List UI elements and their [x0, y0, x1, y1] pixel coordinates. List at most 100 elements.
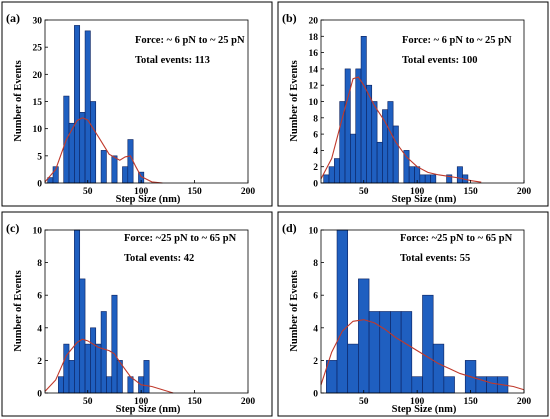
panel-a: 0 5 10 15 20 25 30 50 100 150 200 (a) Force: ~ 6 p… — [1, 1, 273, 207]
panel-a-bar-4 — [74, 25, 81, 184]
panel-b-bar-17 — [419, 174, 426, 184]
panel-c-fit-curve — [44, 338, 174, 394]
panel-d-bar-11 — [443, 376, 455, 394]
panel-c: 0 2 4 6 8 10 50 100 150 200 (c) Force: ~25 pN to … — [1, 211, 273, 417]
panel-a-force-annotation: Force: ~ 6 pN to ~ 25 pN — [135, 35, 245, 46]
panel-d-y-tick-label: 2 — [313, 357, 318, 367]
panel-d-x-tick-label: 150 — [463, 397, 478, 407]
panel-d-bar-2 — [347, 343, 359, 394]
panel-c-bar-10 — [111, 294, 118, 394]
panel-c-y-tick-label: 10 — [33, 227, 43, 237]
panel-d-y-axis-title: Number of Events — [289, 270, 300, 351]
panel-b-y-tick-label: 14 — [309, 65, 319, 75]
panel-a-bar-8 — [100, 150, 107, 184]
panel-b-bar-13 — [392, 125, 399, 184]
panel-c-bar-12 — [127, 376, 134, 394]
panel-b-force-annotation: Force: ~ 6 pN to ~ 25 pN — [402, 35, 512, 46]
panel-b-bar-7 — [360, 35, 367, 184]
panel-d-bar-3 — [358, 278, 370, 394]
panel-c-y-tick-label: 4 — [37, 324, 42, 334]
panel-c-y-tick-label: 0 — [37, 390, 42, 400]
panel-d-bar-4 — [368, 311, 381, 394]
panel-d-y-tick-label: 4 — [313, 324, 318, 334]
panel-b-x-tick-label: 50 — [359, 187, 369, 197]
panel-a-x-tick-label: 150 — [187, 187, 202, 197]
panel-d-plot: 0 2 4 6 8 10 50 100 150 200 — [309, 227, 532, 408]
panel-b-y-tick-label: 8 — [313, 114, 318, 124]
panel-b-bar-9 — [371, 101, 378, 184]
panel-d-force-annotation: Force: ~25 pN to ~ 65 pN — [400, 233, 513, 244]
panel-a-x-tick-label: 50 — [83, 187, 93, 197]
panel-b-fit-curve — [320, 76, 482, 183]
panel-a-fit-curve — [44, 117, 163, 184]
panel-c-force-annotation: Force: ~25 pN to ~ 65 pN — [124, 233, 237, 244]
panel-b-bar-6 — [355, 68, 362, 184]
panel-b-bar-18 — [424, 174, 431, 184]
panel-c-bar-3 — [74, 229, 81, 394]
panel-b-bar-11 — [382, 109, 389, 184]
panel-d-bar-7 — [400, 311, 413, 394]
panel-b-x-axis-title: Step Size (nm) — [392, 194, 457, 205]
panel-a-y-tick-label: 15 — [33, 98, 43, 108]
panel-b-bar-5 — [350, 133, 357, 184]
panel-a-bar-6 — [84, 30, 91, 184]
panel-d-y-tick-label: 8 — [313, 259, 318, 269]
panel-c-y-tick-label: 2 — [37, 357, 42, 367]
panel-c-bar-4 — [79, 278, 86, 394]
panel-a-bar-5 — [79, 112, 86, 184]
panel-b-label: (b) — [282, 11, 297, 25]
panel-b-bar-19 — [430, 174, 437, 184]
panel-d-x-axis-title: Step Size (nm) — [392, 404, 457, 415]
panel-a-x-axis-title: Step Size (nm) — [116, 194, 181, 205]
panel-a-x-tick-label: 200 — [241, 187, 256, 197]
panel-c-x-tick-label: 150 — [187, 397, 202, 407]
panel-b-bar-10 — [376, 141, 383, 184]
panel-a-y-tick-label: 20 — [33, 71, 43, 81]
panel-a-x-tick-label: 100 — [134, 187, 149, 197]
panel-d-bar-5 — [379, 311, 391, 394]
panel-c-border — [1, 211, 273, 417]
panel-a-border — [1, 1, 273, 207]
panel-d-x-tick-label: 100 — [410, 397, 425, 407]
panel-b-x-tick-label: 150 — [463, 187, 478, 197]
panel-c-bar-1 — [63, 343, 70, 394]
panel-d-y-tick-label: 10 — [309, 227, 319, 237]
panel-b-y-tick-label: 0 — [313, 180, 318, 190]
panel-d-bar-10 — [432, 343, 445, 394]
panel-d-y-tick-label: 0 — [313, 390, 318, 400]
panel-a-bar-7 — [90, 101, 97, 184]
panel-b-y-tick-label: 2 — [313, 163, 318, 173]
panel-d: 0 2 4 6 8 10 50 100 150 200 (d) Force: ~25 pN to … — [277, 211, 549, 417]
panel-b-bar-4 — [344, 68, 351, 184]
panel-c-bar-9 — [106, 376, 113, 394]
panel-d-x-tick-label: 50 — [359, 397, 369, 407]
panel-b-bar-1 — [328, 166, 335, 184]
panel-c-y-tick-label: 8 — [37, 259, 42, 269]
panel-b-x-tick-label: 100 — [410, 187, 425, 197]
panel-c-bar-14 — [143, 360, 150, 394]
panel-c-axes-box — [44, 229, 249, 394]
panel-a-y-tick-label: 30 — [33, 17, 43, 27]
panel-c-bar-0 — [58, 376, 65, 394]
panel-d-y-tick-label: 6 — [313, 292, 318, 302]
panel-a-y-tick-label: 5 — [37, 152, 42, 162]
panel-a-y-tick-label: 10 — [33, 125, 43, 135]
panel-b: 0 2 4 6 8 10 12 14 16 18 20 50 100 150 200 (b) Force: … — [277, 1, 549, 207]
panel-b-y-tick-label: 20 — [309, 17, 319, 27]
panel-a-bar-9 — [111, 155, 118, 184]
panel-a-y-tick-label: 25 — [33, 44, 43, 54]
panel-c-bar-6 — [90, 327, 97, 394]
panel-b-bar-15 — [408, 166, 415, 184]
panel-a-bar-11 — [127, 139, 134, 184]
panel-a-y-axis-title: Number of Events — [13, 60, 24, 141]
panel-b-plot: 0 2 4 6 8 10 12 14 16 18 20 50 100 150 200 — [309, 17, 532, 198]
panel-d-total-annotation: Total events: 55 — [400, 253, 470, 264]
panel-c-plot: 0 2 4 6 8 10 50 100 150 200 — [33, 227, 256, 408]
panel-c-bar-2 — [68, 360, 75, 394]
panel-c-x-axis-title: Step Size (nm) — [116, 404, 181, 415]
panel-c-label: (c) — [6, 221, 19, 235]
panel-c-x-tick-label: 100 — [134, 397, 149, 407]
panel-c-bar-8 — [100, 311, 107, 394]
panel-a-plot: 0 5 10 15 20 25 30 50 100 150 200 — [33, 17, 256, 198]
panel-a-bar-3 — [68, 122, 75, 184]
